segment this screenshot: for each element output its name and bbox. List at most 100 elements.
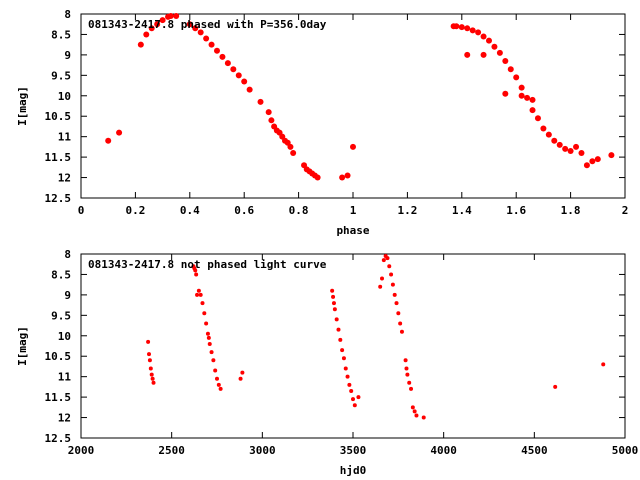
data-point — [287, 143, 294, 150]
data-point — [147, 352, 151, 357]
x-tick-label: 0.2 — [125, 204, 145, 217]
data-point — [116, 129, 123, 136]
data-point — [540, 125, 547, 132]
data-point — [589, 158, 596, 165]
data-point — [194, 272, 199, 277]
data-point — [204, 321, 209, 326]
data-point — [257, 98, 264, 105]
data-point — [198, 292, 203, 297]
y-tick-label: 12 — [58, 412, 71, 425]
y-tick-label: 12.5 — [45, 192, 72, 205]
x-tick-label: 0.4 — [180, 204, 200, 217]
data-point — [351, 397, 355, 402]
data-point — [405, 372, 410, 377]
x-tick-label: 2000 — [68, 444, 95, 457]
data-point — [148, 25, 155, 32]
data-point — [407, 380, 412, 385]
data-point — [241, 78, 248, 85]
data-point — [336, 327, 341, 332]
data-point — [331, 294, 336, 299]
phased-light-curve-panel: 0 0.2 0.4 0.6 0.8 1 1.2 1.4 1.6 1.8 2 8 8.5 9 9.5 10 10.… — [16, 8, 628, 237]
y-tick-label: 12 — [58, 172, 71, 185]
data-point — [218, 386, 223, 391]
data-point — [219, 53, 226, 60]
x-tick-label: 2 — [622, 204, 629, 217]
y-axis-label: I[mag] — [16, 86, 29, 126]
x-tick-label: 5000 — [612, 444, 639, 457]
data-point — [378, 284, 383, 289]
data-point — [410, 405, 415, 410]
data-point — [398, 321, 403, 326]
data-point — [404, 366, 409, 371]
data-point — [345, 374, 350, 379]
y-tick-label: 11.5 — [45, 151, 72, 164]
y-tick-label: 11 — [58, 131, 72, 144]
x-tick-label: 3000 — [249, 444, 276, 457]
data-point — [480, 33, 487, 40]
data-point — [340, 348, 345, 353]
data-point — [486, 37, 492, 44]
y-tick-label: 9.5 — [51, 69, 71, 82]
data-point — [150, 376, 155, 381]
data-point — [502, 90, 509, 97]
data-point — [224, 60, 231, 67]
data-point — [491, 43, 498, 50]
data-point — [206, 335, 211, 340]
data-point — [380, 276, 385, 281]
y-tick-label: 8 — [64, 8, 71, 21]
data-point — [389, 272, 394, 277]
plot-frame — [80, 13, 626, 199]
x-tick-label: 1.8 — [561, 204, 581, 217]
y-tick-label: 10.5 — [45, 110, 72, 123]
plot-frame — [80, 253, 626, 439]
data-point — [394, 301, 399, 306]
data-point — [534, 115, 541, 122]
y-tick-label: 9 — [64, 289, 71, 302]
data-point — [343, 366, 348, 371]
y-tick-label: 9.5 — [51, 309, 71, 322]
x-axis-label: hjd0 — [340, 464, 367, 477]
data-point — [167, 13, 174, 20]
data-point — [458, 24, 465, 31]
data-point — [381, 258, 386, 263]
data-point — [215, 376, 219, 381]
data-point — [529, 96, 536, 103]
y-axis-label: I[mag] — [16, 326, 29, 366]
chart-title: 081343-2417.8 phased with P=356.0day — [88, 18, 327, 31]
data-point — [414, 413, 419, 418]
data-point — [205, 331, 210, 336]
x-tick-label: 0.8 — [289, 204, 309, 217]
data-point — [151, 380, 156, 385]
x-tick-label: 1 — [350, 204, 357, 217]
data-point — [475, 29, 482, 36]
data-point — [356, 395, 361, 400]
data-point — [421, 415, 426, 420]
y-tick-label: 11 — [58, 371, 72, 384]
y-tick-label: 8.5 — [51, 268, 71, 281]
data-point — [195, 292, 200, 297]
data-point — [567, 147, 574, 154]
data-point — [143, 31, 150, 38]
data-point — [147, 358, 152, 363]
data-point — [334, 317, 339, 322]
data-point — [608, 152, 615, 159]
data-point — [149, 372, 154, 377]
x-tick-label: 0.6 — [234, 204, 254, 217]
data-point — [196, 288, 201, 293]
data-point — [332, 307, 337, 312]
data-point — [105, 137, 112, 144]
data-point — [385, 256, 390, 261]
data-point — [553, 384, 558, 389]
data-point — [347, 382, 352, 387]
data-point — [344, 172, 351, 179]
x-tick-label: 1.2 — [397, 204, 417, 217]
data-point — [412, 409, 417, 414]
y-tick-label: 11.5 — [45, 391, 72, 404]
data-point — [186, 21, 193, 28]
data-point — [173, 13, 180, 20]
x-tick-label: 0 — [78, 204, 85, 217]
data-point — [529, 107, 536, 114]
x-tick-label: 3500 — [340, 444, 367, 457]
data-point — [211, 358, 216, 363]
data-point — [399, 329, 404, 334]
